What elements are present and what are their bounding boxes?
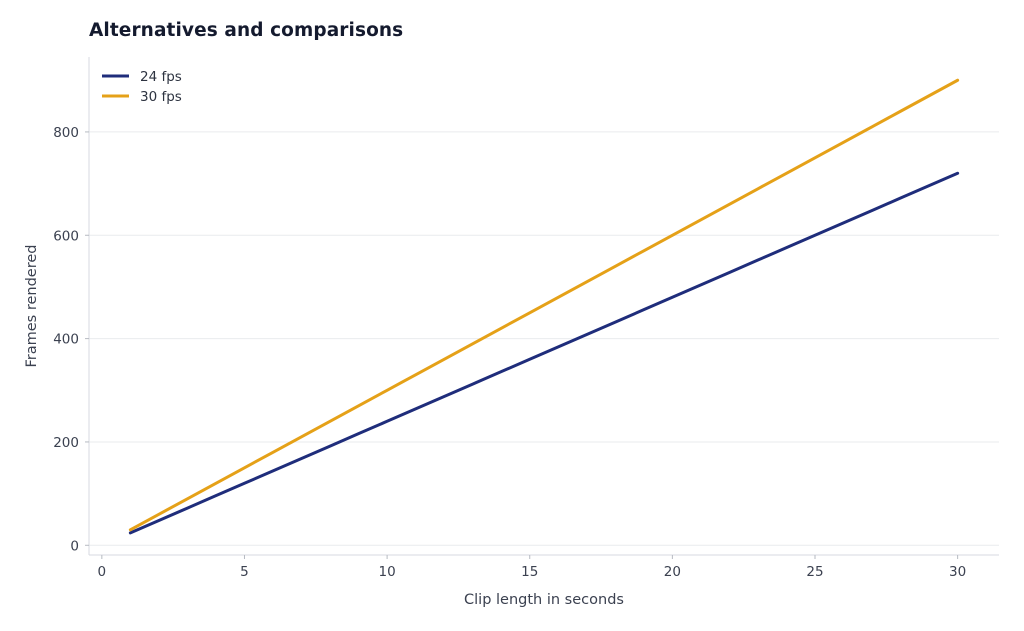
chart-title: Alternatives and comparisons: [89, 20, 404, 41]
x-tick-label: 25: [806, 564, 823, 580]
x-tick-label: 30: [949, 564, 966, 580]
series-lines: [128, 78, 960, 535]
x-tick-label: 10: [379, 564, 396, 580]
x-tick-label: 5: [240, 564, 249, 580]
y-tick-label: 200: [53, 435, 79, 451]
axes: [88, 57, 999, 556]
series-line-1: [128, 171, 960, 535]
y-tick-label: 0: [70, 538, 79, 554]
x-axis-label: Clip length in seconds: [464, 592, 624, 608]
legend-label: 24 fps: [140, 69, 182, 85]
grid-lines: [89, 131, 999, 546]
y-tick-label: 400: [53, 332, 79, 348]
legend[interactable]: 24 fps 30 fps: [102, 69, 182, 105]
tick-labels: 0 5 10 15 20 25 30 0 200 400 600 800: [53, 125, 966, 580]
legend-item-2[interactable]: 30 fps: [102, 89, 182, 105]
y-tick-label: 800: [53, 125, 79, 141]
x-tick-label: 0: [98, 564, 107, 580]
series-line-2: [128, 78, 960, 532]
x-tick-label: 20: [664, 564, 681, 580]
y-tick-label: 600: [53, 228, 79, 244]
legend-label: 30 fps: [140, 89, 182, 105]
y-axis-label: Frames rendered: [24, 245, 40, 368]
x-tick-label: 15: [521, 564, 538, 580]
legend-item-1[interactable]: 24 fps: [102, 69, 182, 85]
